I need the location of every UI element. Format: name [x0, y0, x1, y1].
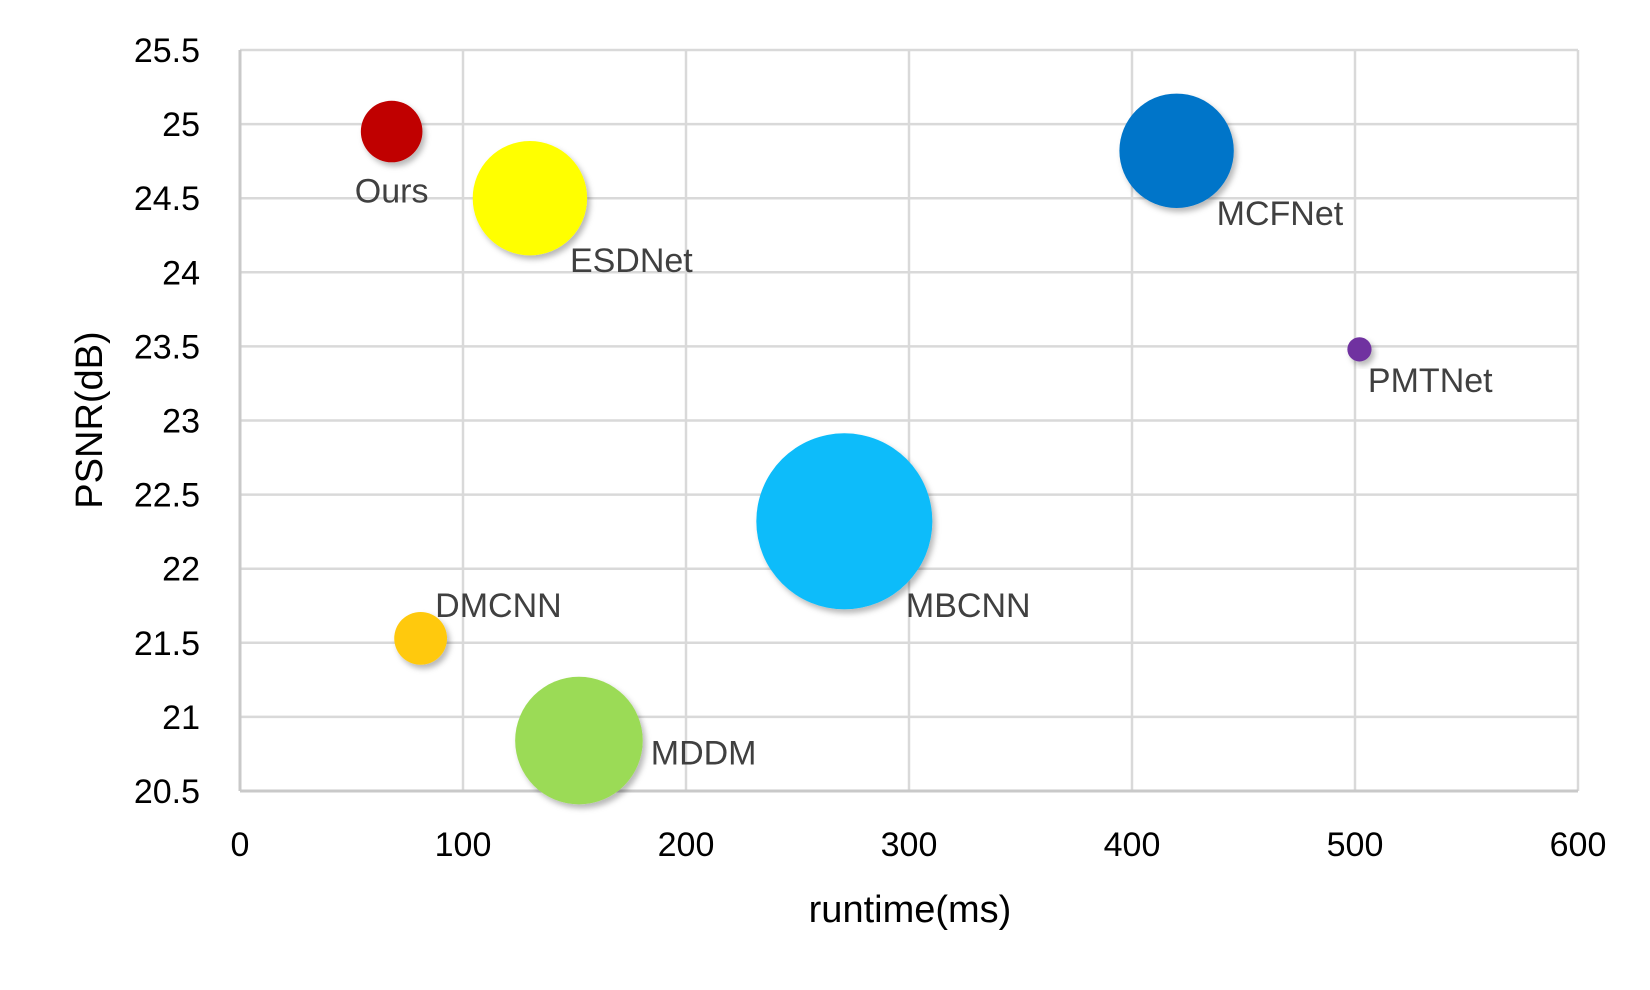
x-tick-label: 600	[1550, 826, 1607, 864]
y-tick-label: 24	[162, 254, 200, 292]
bubble-mddm	[515, 676, 643, 805]
y-tick-label: 25	[162, 106, 200, 144]
bubble-layer	[360, 93, 1372, 805]
bubble-label-pmtnet: PMTNet	[1368, 362, 1493, 400]
bubble-label-ours: Ours	[355, 172, 429, 210]
bubble-label-esdnet: ESDNet	[570, 242, 693, 280]
x-tick-label: 200	[658, 826, 715, 864]
x-axis-title: runtime(ms)	[809, 889, 1012, 931]
bubble-pmtnet	[1347, 337, 1372, 362]
y-axis-title: PSNR(dB)	[69, 331, 111, 508]
x-tick-label: 500	[1327, 826, 1384, 864]
axis-layer: 20.5 21 21.5 22 22.5 23 23.5 24 24.5 25 25.5 0 100 20…	[134, 32, 1607, 864]
y-tick-label: 22.5	[134, 477, 200, 515]
x-tick-label: 400	[1104, 826, 1161, 864]
y-tick-label: 21	[162, 699, 200, 737]
x-tick-label: 100	[435, 826, 492, 864]
y-tick-label: 23	[162, 403, 200, 441]
bubble-dmcnn	[394, 611, 448, 665]
x-tick-label: 300	[881, 826, 938, 864]
bubble-label-mbcnn: MBCNN	[906, 587, 1031, 625]
y-tick-label: 22	[162, 551, 200, 589]
bubble-label-mddm: MDDM	[651, 735, 757, 773]
y-tick-label: 20.5	[134, 773, 200, 811]
y-tick-label: 23.5	[134, 328, 200, 366]
label-layer: Ours ESDNet MCFNet PMTNet MBCNN DMCNN MDDM	[355, 172, 1493, 772]
bubble-ours	[360, 100, 423, 163]
bubble-esdnet	[472, 141, 588, 256]
grid-layer	[240, 48, 1580, 791]
y-tick-label: 24.5	[134, 180, 200, 218]
bubble-mcfnet	[1119, 93, 1234, 208]
x-tick-label: 0	[231, 826, 250, 864]
y-tick-label: 21.5	[134, 625, 200, 663]
bubble-mbcnn	[756, 433, 933, 610]
y-tick-label: 25.5	[134, 32, 200, 70]
bubble-label-dmcnn: DMCNN	[435, 587, 562, 625]
bubble-label-mcfnet: MCFNet	[1217, 195, 1344, 233]
